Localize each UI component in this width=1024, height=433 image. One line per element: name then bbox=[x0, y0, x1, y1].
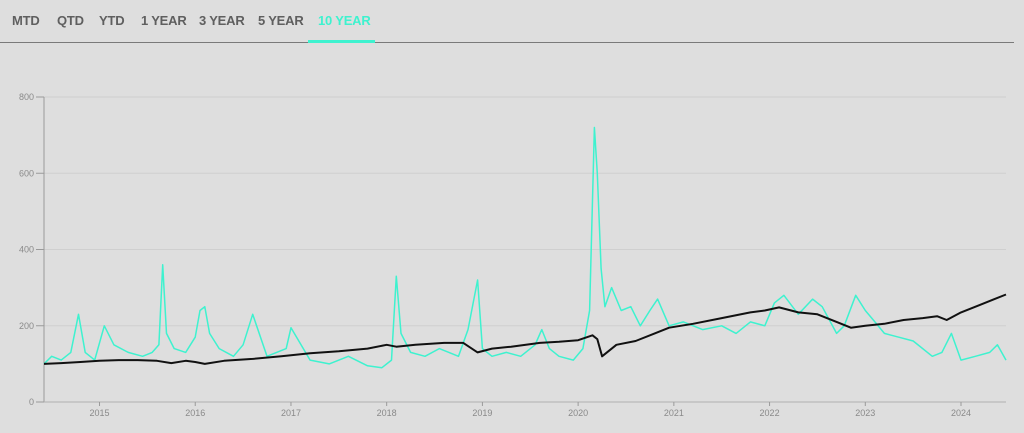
series-line-2 bbox=[43, 293, 1007, 365]
x-tick-label: 2021 bbox=[664, 408, 684, 418]
x-tick-label: 2016 bbox=[185, 408, 205, 418]
tab-3-year[interactable]: 3 YEAR bbox=[199, 13, 245, 28]
x-tick-label: 2017 bbox=[281, 408, 301, 418]
y-tick-label: 200 bbox=[19, 321, 34, 331]
x-tick-label: 2023 bbox=[855, 408, 875, 418]
x-tick-label: 2022 bbox=[760, 408, 780, 418]
series-line-1 bbox=[43, 126, 1007, 369]
x-tick-label: 2019 bbox=[472, 408, 492, 418]
tab-qtd[interactable]: QTD bbox=[57, 13, 84, 28]
x-tick-label: 2015 bbox=[90, 408, 110, 418]
x-tick-label: 2024 bbox=[951, 408, 971, 418]
x-tick-label: 2020 bbox=[568, 408, 588, 418]
y-tick-label: 400 bbox=[19, 245, 34, 255]
active-tab-indicator bbox=[308, 40, 375, 43]
tab-5-year[interactable]: 5 YEAR bbox=[258, 13, 304, 28]
period-tabs: MTD QTD YTD 1 YEAR 3 YEAR 5 YEAR 10 YEAR bbox=[0, 0, 1014, 43]
y-tick-label: 800 bbox=[19, 92, 34, 102]
y-tick-label: 600 bbox=[19, 168, 34, 178]
tab-ytd[interactable]: YTD bbox=[99, 13, 125, 28]
tab-mtd[interactable]: MTD bbox=[12, 13, 40, 28]
y-tick-label: 0 bbox=[29, 397, 34, 407]
x-tick-label: 2018 bbox=[377, 408, 397, 418]
tab-1-year[interactable]: 1 YEAR bbox=[141, 13, 187, 28]
tab-10-year[interactable]: 10 YEAR bbox=[318, 13, 371, 28]
line-chart: 0 200 400 600 800 2015 2016 2017 2018 2019 2020 202… bbox=[19, 92, 1007, 418]
